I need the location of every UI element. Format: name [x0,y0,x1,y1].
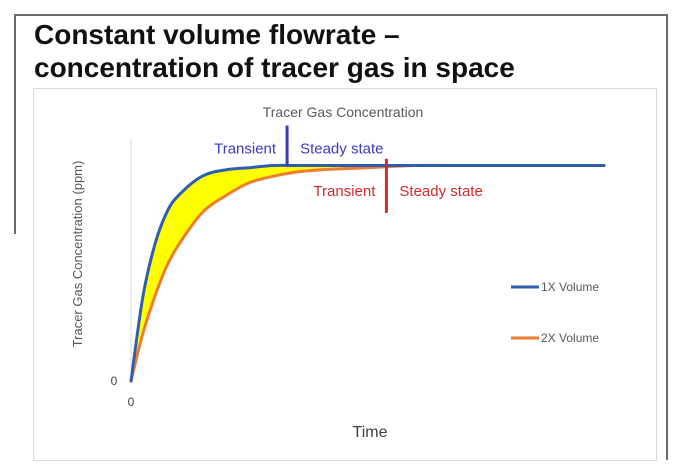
frame-border-right [666,14,668,460]
plot-area: Transient Steady state Transient Steady sta… [129,125,606,383]
frame-border-top [14,14,668,16]
slide-title-line-2: concentration of tracer gas in space [34,52,515,83]
annotation-transient-label-1: Transient [214,141,277,158]
slide-title-line-1: Constant volume flowrate – [34,19,400,50]
chart-title: Tracer Gas Concentration [263,104,424,120]
series-line-1x-volume [129,163,606,383]
annotation-steady-state-label-2: Steady state [399,183,482,200]
y-axis-label: Tracer Gas Concentration (ppm) [70,161,85,348]
slide-title: Constant volume flowrate – concentration… [34,18,654,84]
annotation-transient-label-2: Transient [313,183,376,200]
x-tick-label-0: 0 [128,395,135,409]
legend-label-2x-volume: 2X Volume [541,331,599,345]
x-axis-label: Time [353,424,388,441]
tracer-gas-chart: Tracer Gas Concentration Tracer Gas Conc… [70,104,606,441]
y-tick-label-0: 0 [111,374,118,388]
annotation-steady-state-label-1: Steady state [300,141,383,158]
chart-panel: Tracer Gas Concentration Tracer Gas Conc… [33,88,657,461]
legend-label-1x-volume: 1X Volume [541,280,599,294]
frame-border-left [14,14,16,234]
